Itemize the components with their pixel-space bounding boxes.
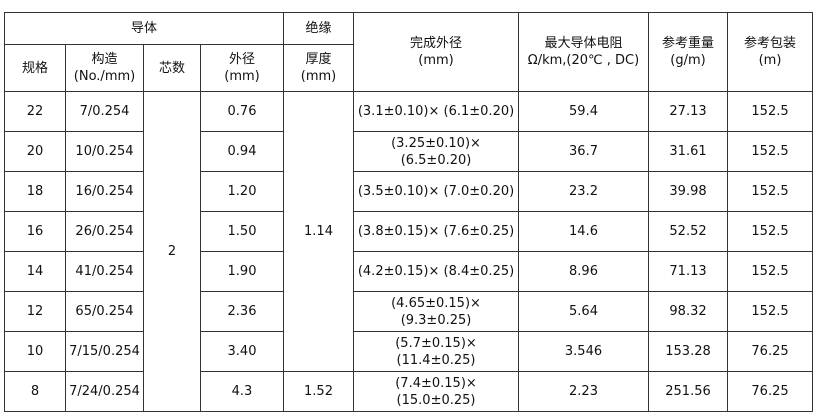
- data-cell: 152.5: [727, 131, 814, 172]
- header-cell: 参考包装 (m): [727, 12, 814, 92]
- header-text: 参考重量: [662, 36, 715, 51]
- data-row: 10 7/15/0.254 3.40 (5.7±0.15)× (11.4±0.25) 3…: [4, 331, 814, 372]
- data-cell: 26/0.254: [65, 211, 144, 252]
- data-cell: 152.5: [727, 171, 814, 212]
- header-cell: 构造 (No./mm): [65, 44, 144, 92]
- data-cell: 12: [4, 291, 66, 332]
- header-row: 规格 构造 (No./mm) 芯数 外径 (mm) 厚度 (mm): [4, 44, 813, 92]
- table-body: 导体 绝缘 完成外径 (mm) 最大导体电阻 Ω/km,(20℃ , DC) 参考重…: [3, 12, 814, 412]
- data-cell: 4.3: [199, 371, 285, 412]
- data-cell: 7/24/0.254: [65, 371, 144, 412]
- data-row: 20 10/0.254 0.94 (3.25±0.10)× (6.5±0.20) 36.…: [4, 131, 814, 172]
- data-cell: 0.94: [199, 131, 285, 172]
- data-cell: 1.52: [283, 371, 355, 412]
- data-cell: 1.50: [199, 211, 285, 252]
- header-cell: 芯数: [143, 44, 201, 92]
- spec-table: 导体 绝缘 完成外径 (mm) 最大导体电阻 Ω/km,(20℃ , DC) 参考重…: [3, 12, 814, 412]
- data-cell: (3.8±0.15)× (7.6±0.25): [353, 211, 520, 252]
- data-cell: 16/0.254: [65, 171, 144, 212]
- header-text: 构造: [91, 52, 118, 67]
- data-cell: 52.52: [648, 211, 729, 252]
- header-cell: 外径 (mm): [199, 44, 285, 92]
- data-cell: 7/15/0.254: [65, 331, 144, 372]
- data-cell: 20: [4, 131, 66, 172]
- data-cell: 8.96: [518, 251, 650, 292]
- data-cell: 10: [4, 331, 66, 372]
- header-text: 参考包装: [744, 36, 797, 51]
- data-cell: 22: [4, 91, 66, 132]
- data-cell: 5.64: [518, 291, 650, 332]
- header-text: 完成外径: [410, 36, 463, 51]
- data-cell: 2: [143, 91, 201, 412]
- header-cell: 厚度 (mm): [283, 44, 355, 92]
- data-cell: (4.2±0.15)× (8.4±0.25): [353, 251, 520, 292]
- data-row: 22 7/0.254 2 0.76 1.14 (3.1±0.10)× (6.1±0.20)…: [4, 91, 814, 412]
- data-cell: 65/0.254: [65, 291, 144, 332]
- data-cell: 59.4: [518, 91, 650, 132]
- header-text: (mm): [418, 53, 454, 68]
- data-cell: 14: [4, 251, 66, 292]
- header-cell: 规格: [4, 44, 66, 92]
- data-cell: 7/0.254: [65, 91, 144, 132]
- header-cell: 最大导体电阻 Ω/km,(20℃ , DC): [518, 12, 650, 92]
- data-cell: 39.98: [648, 171, 729, 212]
- data-cell: 76.25: [727, 331, 814, 372]
- data-cell: 14.6: [518, 211, 650, 252]
- data-cell: (3.1±0.10)× (6.1±0.20): [353, 91, 520, 132]
- header-text: 最大导体电阻: [544, 36, 623, 51]
- header-text: Ω/km,(20℃ , DC): [527, 53, 640, 68]
- data-cell: 251.56: [648, 371, 729, 412]
- data-cell: 2.36: [199, 291, 285, 332]
- header-text: 厚度: [305, 52, 332, 67]
- data-cell: 23.2: [518, 171, 650, 212]
- data-cell: 16: [4, 211, 66, 252]
- data-cell: 152.5: [727, 91, 814, 132]
- header-text: (m): [758, 53, 782, 68]
- data-cell: 1.90: [199, 251, 285, 292]
- header-text: 外径: [229, 52, 256, 67]
- data-cell: 152.5: [727, 211, 814, 252]
- data-row: 12 65/0.254 2.36 (4.65±0.15)× (9.3±0.25) 5.6…: [4, 291, 814, 332]
- data-cell: (3.5±0.10)× (7.0±0.20): [353, 171, 520, 212]
- data-cell: (4.65±0.15)× (9.3±0.25): [353, 291, 520, 332]
- header-text: (No./mm): [73, 69, 136, 84]
- data-cell: (7.4±0.15)× (15.0±0.25): [353, 371, 520, 412]
- data-cell: 2.23: [518, 371, 650, 412]
- data-cell: 0.76: [199, 91, 285, 132]
- header-text: (mm): [224, 69, 260, 84]
- data-cell: (3.25±0.10)× (6.5±0.20): [353, 131, 520, 172]
- data-row: 18 16/0.254 1.20 (3.5±0.10)× (7.0±0.20) 23.2…: [4, 171, 814, 212]
- header-cell: 完成外径 (mm): [353, 12, 520, 92]
- data-cell: 36.7: [518, 131, 650, 172]
- data-cell: 18: [4, 171, 66, 212]
- data-cell: 76.25: [727, 371, 814, 412]
- data-cell: 98.32: [648, 291, 729, 332]
- data-cell: 41/0.254: [65, 251, 144, 292]
- header-row: 导体 绝缘 完成外径 (mm) 最大导体电阻 Ω/km,(20℃ , DC) 参考重…: [3, 12, 814, 92]
- data-cell: 27.13: [648, 91, 729, 132]
- data-cell: 153.28: [648, 331, 729, 372]
- data-row: 16 26/0.254 1.50 (3.8±0.15)× (7.6±0.25) 14.6…: [4, 211, 814, 252]
- data-cell: 3.546: [518, 331, 650, 372]
- data-row: 14 41/0.254 1.90 (4.2±0.15)× (8.4±0.25) 8.96…: [4, 251, 814, 292]
- header-cell: 绝缘: [283, 12, 355, 45]
- data-cell: 31.61: [648, 131, 729, 172]
- data-cell: (5.7±0.15)× (11.4±0.25): [353, 331, 520, 372]
- data-cell: 152.5: [727, 291, 814, 332]
- data-cell: 152.5: [727, 251, 814, 292]
- data-cell: 71.13: [648, 251, 729, 292]
- data-row: 8 7/24/0.254 4.3 1.52 (7.4±0.15)× (15.0±0.25…: [4, 371, 814, 412]
- data-cell: 1.14: [283, 91, 355, 372]
- header-cell: 参考重量 (g/m): [648, 12, 729, 92]
- data-cell: 1.20: [199, 171, 285, 212]
- data-cell: 8: [4, 371, 66, 412]
- header-text: (g/m): [670, 53, 706, 68]
- data-cell: 10/0.254: [65, 131, 144, 172]
- header-text: (mm): [300, 69, 337, 84]
- header-cell: 导体: [3, 12, 285, 45]
- data-cell: 3.40: [199, 331, 285, 372]
